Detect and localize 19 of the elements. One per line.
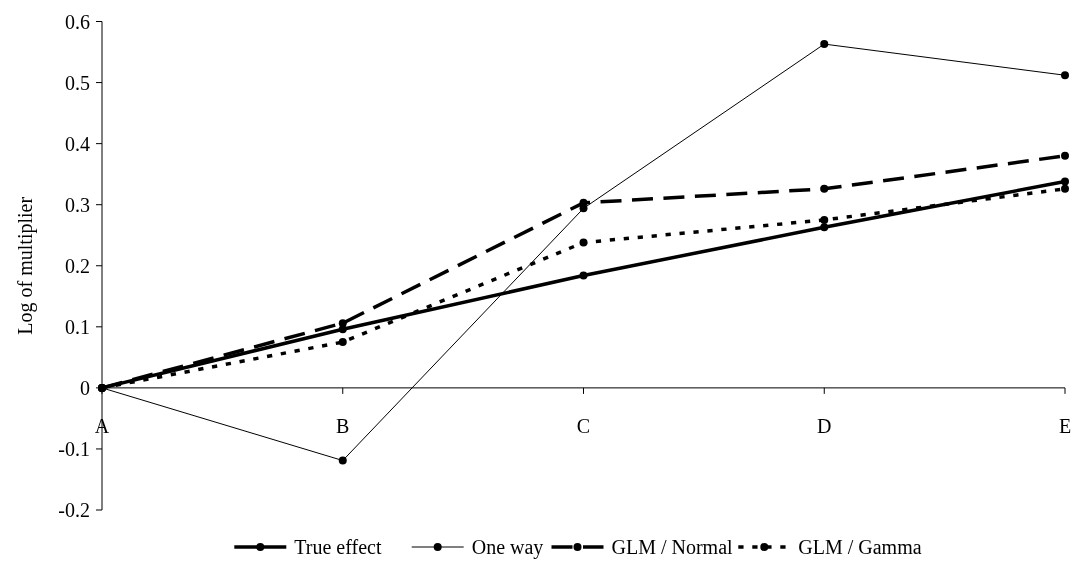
x-tick-label: D <box>817 414 832 437</box>
x-tick-label: B <box>336 414 350 437</box>
y-tick-label: -0.2 <box>58 499 90 521</box>
y-tick-label: 0.2 <box>65 254 90 277</box>
legend-label: True effect <box>294 536 382 558</box>
y-tick-label: 0.5 <box>65 71 90 94</box>
y-tick-label: 0 <box>80 376 90 399</box>
y-tick-label: 0.1 <box>65 315 90 338</box>
y-tick-label: 0.3 <box>65 193 90 216</box>
y-tick-label: 0.4 <box>65 132 90 155</box>
legend-label: GLM / Gamma <box>798 536 922 558</box>
x-tick-label: E <box>1058 414 1072 437</box>
x-tick-label: A <box>94 414 110 437</box>
y-tick-label: -0.1 <box>58 437 90 460</box>
x-tick-label: C <box>576 414 591 437</box>
legend-label: GLM / Normal <box>611 536 734 558</box>
y-axis-title: Log of multiplier <box>14 196 37 335</box>
legend-label: One way <box>471 536 544 559</box>
y-tick-label: 0.6 <box>65 10 90 33</box>
